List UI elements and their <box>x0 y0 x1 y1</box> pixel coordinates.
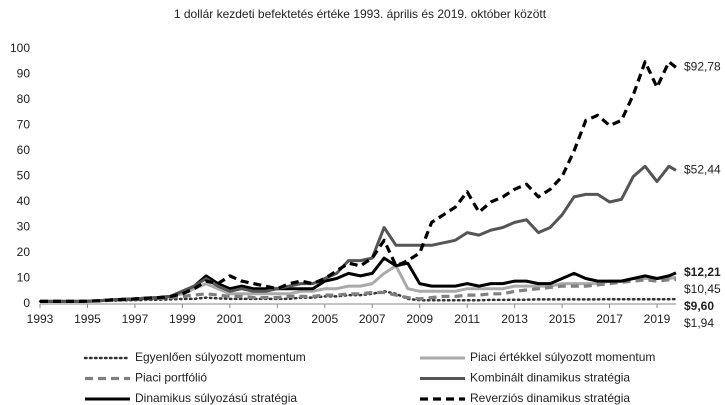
legend-label: Egyenlően súlyozott momentum <box>135 350 306 364</box>
x-tick-label: 2019 <box>644 312 671 326</box>
x-tick-label: 2007 <box>359 312 386 326</box>
chart-title: 1 dollár kezdeti befektetés értéke 1993.… <box>174 7 547 21</box>
x-tick-label: 2009 <box>406 312 433 326</box>
legend-label: Reverziós dinamikus stratégia <box>470 391 630 405</box>
legend-label: Piaci portfólió <box>135 371 207 385</box>
x-tick-label: 2005 <box>311 312 338 326</box>
x-tick-label: 1993 <box>27 312 54 326</box>
series-line <box>40 60 677 303</box>
x-tick-label: 1995 <box>74 312 101 326</box>
x-tick-label: 2011 <box>454 312 480 326</box>
y-tick-label: 0 <box>23 296 30 310</box>
y-tick-label: 80 <box>17 92 31 106</box>
end-label: $9,60 <box>684 299 714 313</box>
end-label: $52,44 <box>684 162 721 176</box>
y-tick-label: 40 <box>17 194 31 208</box>
end-label: $1,94 <box>684 316 714 330</box>
x-tick-label: 1999 <box>169 312 196 326</box>
end-label: $10,45 <box>684 282 721 296</box>
x-tick-label: 2013 <box>501 312 528 326</box>
y-tick-label: 90 <box>17 67 31 81</box>
legend-label: Piaci értékkel súlyozott momentum <box>470 350 655 364</box>
y-tick-label: 10 <box>17 271 31 285</box>
x-tick-label: 2017 <box>596 312 623 326</box>
x-tick-label: 2001 <box>216 312 243 326</box>
y-tick-label: 30 <box>17 220 31 234</box>
y-tick-label: 20 <box>17 245 31 259</box>
y-tick-label: 100 <box>10 41 30 55</box>
series-line <box>40 264 677 303</box>
x-tick-label: 1997 <box>122 312 149 326</box>
x-tick-label: 2003 <box>264 312 291 326</box>
y-tick-label: 70 <box>17 118 31 132</box>
series-line <box>40 164 677 303</box>
end-label: $92,78 <box>684 60 721 74</box>
end-label: $12,21 <box>684 265 721 279</box>
y-tick-label: 50 <box>17 169 31 183</box>
x-tick-label: 2015 <box>549 312 576 326</box>
legend-label: Dinamikus súlyozású stratégia <box>135 391 297 405</box>
y-tick-label: 60 <box>17 143 31 157</box>
legend-label: Kombinált dinamikus stratégia <box>470 371 630 385</box>
